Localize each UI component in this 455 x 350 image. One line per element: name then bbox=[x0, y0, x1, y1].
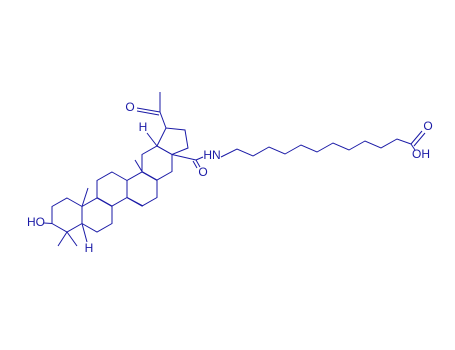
atom-label: H bbox=[139, 120, 148, 134]
bond bbox=[43, 222, 53, 224]
atom-label: OH bbox=[412, 147, 430, 161]
ring-f bbox=[156, 127, 189, 156]
atom-label: HN bbox=[203, 148, 220, 162]
atom-label: O bbox=[198, 165, 207, 179]
ring-a bbox=[51, 197, 83, 233]
bond bbox=[136, 107, 161, 113]
atom-label: HO bbox=[27, 215, 45, 229]
atom-label: H bbox=[85, 241, 94, 255]
bond bbox=[81, 187, 89, 207]
bond bbox=[410, 130, 423, 145]
bond bbox=[57, 231, 68, 247]
bond bbox=[134, 159, 143, 172]
chain bbox=[220, 138, 412, 158]
bond bbox=[195, 159, 201, 168]
atom-label: O bbox=[125, 100, 134, 114]
bond bbox=[66, 231, 78, 247]
bond bbox=[192, 160, 198, 169]
bond bbox=[146, 132, 158, 147]
bond bbox=[413, 132, 426, 147]
bond bbox=[195, 156, 204, 161]
atom-label: O bbox=[423, 119, 432, 133]
bonds bbox=[43, 92, 426, 247]
bond bbox=[410, 143, 416, 151]
bond bbox=[159, 111, 167, 129]
bond bbox=[81, 223, 88, 243]
bond bbox=[126, 197, 144, 207]
bond bbox=[171, 154, 197, 161]
bond bbox=[136, 110, 160, 116]
